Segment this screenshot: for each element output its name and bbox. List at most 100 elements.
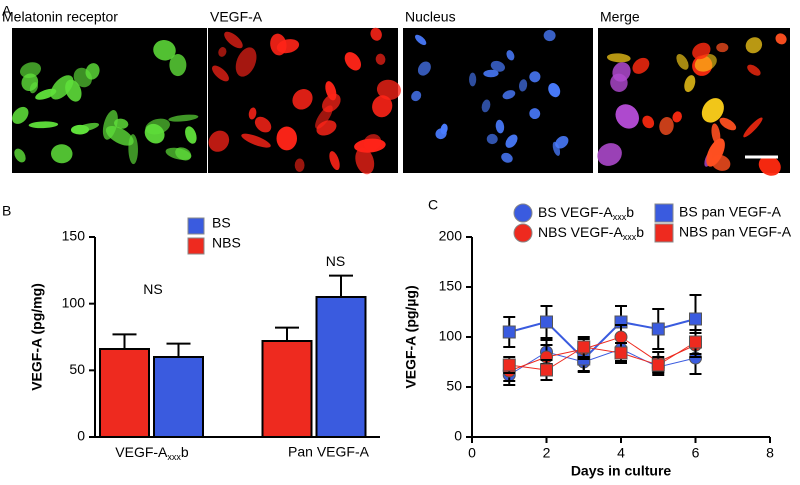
marker	[614, 346, 628, 360]
legend-label-part: b	[636, 224, 644, 240]
y-tick-label: 50	[69, 361, 85, 377]
cell	[745, 37, 763, 54]
cell	[415, 34, 427, 46]
micrograph	[403, 28, 593, 173]
cell	[529, 71, 541, 83]
cell	[70, 124, 90, 135]
cell	[153, 40, 176, 61]
cell	[692, 42, 711, 60]
series-line	[509, 348, 696, 376]
image-title: Melatonin receptor	[2, 9, 118, 25]
legend-label-part: BS VEGF-A	[538, 204, 613, 220]
cell	[254, 116, 272, 133]
cell	[20, 62, 42, 78]
y-tick-label: 0	[454, 428, 462, 444]
cell	[518, 79, 528, 92]
cell	[315, 105, 333, 129]
panel-label: A	[2, 3, 12, 19]
legend-label-sub: xxx	[623, 232, 637, 242]
cell	[376, 79, 401, 100]
x-tick-label-part: VEGF-A	[115, 444, 168, 460]
cell	[411, 90, 422, 102]
legend-label-part: NBS VEGF-A	[538, 224, 623, 240]
cell	[706, 138, 725, 167]
cell	[490, 60, 505, 72]
cell	[212, 65, 229, 82]
x-tick-label: 6	[692, 445, 700, 461]
cell	[502, 90, 516, 100]
cell	[73, 67, 92, 88]
x-tick-label: 2	[543, 445, 551, 461]
y-tick-label: 100	[62, 294, 86, 310]
marker	[651, 358, 665, 372]
cell	[659, 117, 674, 136]
marker	[614, 330, 628, 344]
cell	[208, 130, 230, 152]
cell	[615, 104, 639, 129]
bar	[153, 356, 204, 438]
cell	[701, 98, 724, 123]
image-title: Nucleus	[405, 9, 456, 25]
cell	[224, 31, 243, 49]
cell	[555, 135, 569, 149]
cell	[505, 134, 518, 148]
legend-label: NBS pan VEGF-A	[679, 224, 792, 240]
y-tick-label: 0	[77, 428, 85, 444]
cell	[719, 117, 737, 131]
cell	[483, 69, 499, 78]
cell	[758, 155, 781, 176]
cell	[355, 147, 375, 175]
cell	[50, 144, 73, 164]
cell	[481, 99, 491, 113]
cell	[50, 75, 74, 100]
cell	[168, 114, 199, 122]
cell	[372, 95, 393, 118]
cell	[12, 106, 29, 124]
cell	[375, 53, 386, 65]
marker	[502, 358, 516, 372]
cell	[543, 29, 556, 42]
cell	[548, 83, 561, 98]
cell	[632, 57, 650, 74]
bar	[315, 296, 367, 438]
cell	[235, 47, 257, 77]
cell	[529, 108, 541, 120]
bar	[261, 340, 313, 438]
legend-swatch	[187, 237, 205, 255]
cell	[325, 81, 337, 101]
x-tick-label: VEGF-Axxxb	[115, 444, 189, 463]
cell	[469, 72, 477, 87]
cell	[370, 27, 382, 41]
cell	[29, 82, 38, 94]
cell	[292, 89, 313, 110]
marker	[689, 335, 702, 349]
x-tick-label: 4	[617, 445, 625, 461]
cell	[676, 54, 689, 70]
cell	[218, 47, 227, 57]
y-axis-label: VEGF-A (pg/µg)	[403, 285, 419, 388]
cell	[501, 152, 513, 163]
cell	[684, 75, 696, 93]
panel-label: B	[2, 203, 11, 219]
panel-label: C	[428, 197, 438, 213]
cell	[486, 133, 498, 145]
x-tick-label: 8	[766, 445, 774, 461]
bar	[99, 348, 150, 438]
legend-swatch	[654, 223, 674, 243]
cell	[747, 64, 761, 76]
legend-label: BS pan VEGF-A	[679, 204, 782, 220]
annotation: NS	[326, 253, 345, 269]
cell	[185, 126, 197, 144]
cell	[775, 33, 787, 45]
image-title: Merge	[600, 9, 640, 25]
series-line	[509, 336, 696, 372]
cell	[672, 111, 682, 123]
legend-label: BS	[212, 215, 231, 231]
cell	[270, 33, 287, 56]
cell	[165, 147, 192, 160]
x-axis-label: Days in culture	[571, 463, 672, 479]
y-tick-label: 150	[62, 228, 86, 244]
x-tick-label-sub: xxx	[167, 452, 181, 462]
y-axis-label: VEGF-A (pg/mg)	[29, 283, 45, 391]
